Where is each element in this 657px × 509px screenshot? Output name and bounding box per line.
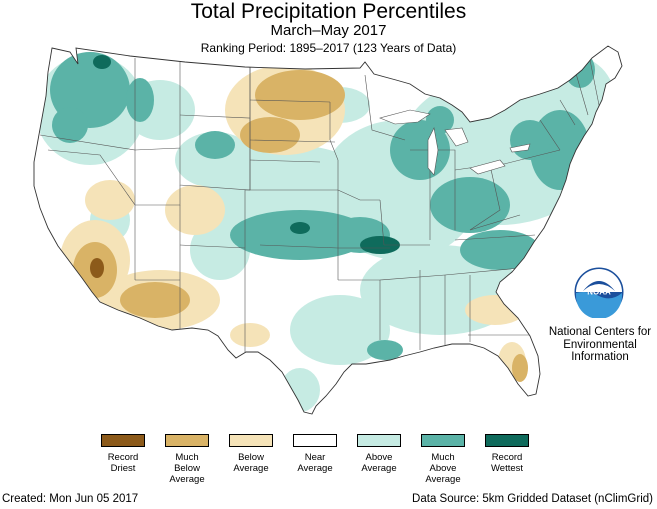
legend-item-above-average: Above Average xyxy=(348,430,410,474)
legend-swatch xyxy=(357,434,401,447)
legend-item-much-above-average: Much Above Average xyxy=(412,430,474,485)
legend-item-record-wettest: Record Wettest xyxy=(476,430,538,474)
created-date: Created: Mon Jun 05 2017 xyxy=(2,493,139,505)
data-source: Data Source: 5km Gridded Dataset (nClimG… xyxy=(412,493,653,505)
legend-swatch xyxy=(485,434,529,447)
map-title: Total Precipitation Percentiles xyxy=(190,0,467,23)
legend-swatch xyxy=(421,434,465,447)
legend-label: Near Average xyxy=(297,452,333,474)
legend-item-near-average: Near Average xyxy=(284,430,346,474)
organization-name: National Centers for Environmental Infor… xyxy=(548,326,652,363)
map-subtitle: March–May 2017 xyxy=(270,22,387,39)
legend-item-record-driest: Record Driest xyxy=(92,430,154,474)
legend-item-much-below-average: Much Below Average xyxy=(156,430,218,485)
legend: Record Driest Much Below Average Below A… xyxy=(92,430,542,492)
legend-label: Record Wettest xyxy=(490,452,524,474)
legend-label: Above Average xyxy=(361,452,397,474)
us-precipitation-map xyxy=(33,45,623,415)
legend-swatch xyxy=(165,434,209,447)
noaa-logo: NOAA xyxy=(573,266,625,318)
legend-swatch xyxy=(293,434,337,447)
legend-label: Below Average xyxy=(233,452,269,474)
noaa-logo-text: NOAA xyxy=(587,288,611,297)
legend-swatch xyxy=(229,434,273,447)
legend-item-below-average: Below Average xyxy=(220,430,282,474)
legend-label: Much Above Average xyxy=(425,452,461,485)
legend-swatch xyxy=(101,434,145,447)
legend-label: Record Driest xyxy=(107,452,139,474)
ranking-period: Ranking Period: 1895–2017 (123 Years of … xyxy=(200,41,457,55)
legend-label: Much Below Average xyxy=(169,452,205,485)
